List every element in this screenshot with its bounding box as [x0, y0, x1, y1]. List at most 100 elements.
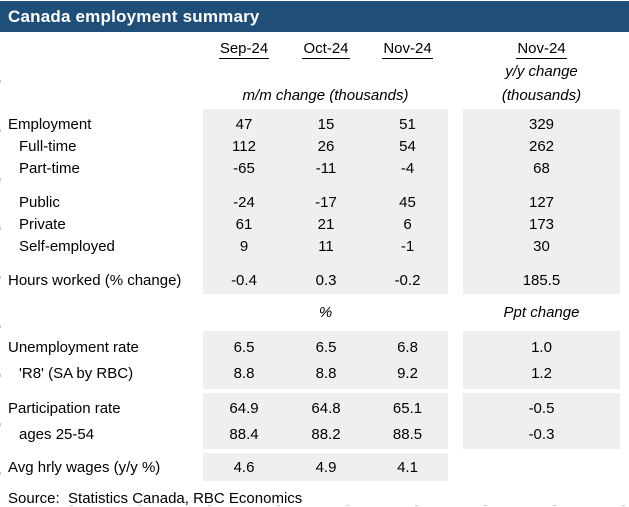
shaded-band-yoy [463, 393, 620, 449]
row-label: Public [19, 193, 60, 211]
table-row-part-time: Part-time -65 -11 -4 68 [0, 157, 629, 179]
cell-value: 262 [528, 137, 555, 155]
section-unemployment: Unemployment rate 6.5 6.5 6.8 1.0 'R8' (… [0, 331, 629, 389]
col-header-nov-24: Nov-24 [382, 40, 433, 59]
cell-value: 88.2 [311, 425, 341, 443]
table-row-employment: Employment 47 15 51 329 [0, 113, 629, 135]
cell-value: -4 [400, 159, 415, 177]
table-row-private: Private 61 21 6 173 [0, 213, 629, 235]
section-participation: Participation rate 64.9 64.8 65.1 -0.5 a… [0, 393, 629, 449]
cell-value: 54 [399, 137, 416, 155]
mm-units-header: m/m change (thousands) [242, 87, 409, 104]
cell-value: 8.8 [315, 364, 337, 382]
cell-value: 127 [528, 193, 555, 211]
cell-value: 185.5 [522, 271, 561, 289]
empty-header-cell [0, 49, 203, 50]
row-label: Unemployment rate [8, 338, 139, 356]
cell-value: -65 [233, 159, 255, 177]
ppt-change-units-header: Ppt change [503, 304, 580, 321]
shaded-band-mm [203, 393, 448, 449]
row-label: 'R8' (SA by RBC) [19, 364, 134, 382]
cell-value: 65.1 [392, 399, 423, 417]
table-row-avg-hourly-wages: Avg hrly wages (y/y %) 4.6 4.9 4.1 [0, 455, 629, 479]
table-row-hours-worked: Hours worked (% change) -0.4 0.3 -0.2 18… [0, 269, 629, 291]
cell-value: 1.2 [531, 364, 552, 382]
shaded-band-yoy [463, 109, 620, 294]
cell-value: 21 [317, 215, 335, 233]
shaded-band-yoy [463, 331, 620, 389]
cell-value: 15 [317, 115, 335, 133]
cell-value: 47 [235, 115, 253, 133]
cell-value: 64.9 [229, 399, 259, 417]
table-row-self-employed: Self-employed 9 11 -1 30 [0, 235, 629, 257]
table-row-participation-rate: Participation rate 64.9 64.8 65.1 -0.5 [0, 395, 629, 421]
cell-value: 4.1 [397, 458, 418, 476]
cell-value: 4.9 [315, 458, 337, 476]
col-header-nov-24-yoy: Nov-24 [516, 40, 567, 59]
cell-value: 11 [318, 237, 334, 255]
cell-value: -24 [233, 193, 255, 211]
table-title: Canada employment summary [8, 6, 260, 26]
cell-value: 1.0 [531, 338, 552, 356]
row-label: Full-time [19, 137, 77, 155]
table-row-unemployment-rate: Unemployment rate 6.5 6.5 6.8 1.0 [0, 334, 629, 360]
cell-value: -0.2 [394, 271, 421, 289]
cell-value: 68 [533, 159, 550, 177]
rates-units-header-row: % Ppt change [0, 294, 629, 331]
table-row-public: Public -24 -17 45 127 [0, 191, 629, 213]
cell-value: 88.5 [392, 425, 423, 443]
cell-value: 6.5 [315, 338, 337, 356]
yoy-change-subheader: y/y change [505, 62, 578, 80]
row-label: Avg hrly wages (y/y %) [8, 458, 161, 476]
section-employment-changes: Employment 47 15 51 329 Full-time 112 26… [0, 109, 629, 294]
cell-value: 30 [533, 237, 550, 255]
cell-value: -0.4 [231, 271, 257, 289]
cell-value: 64.8 [311, 399, 341, 417]
source-note: Source: Statistics Canada, RBC Economics [8, 490, 303, 507]
cell-value: 61 [235, 215, 253, 233]
row-label: Self-employed [19, 237, 115, 255]
yoy-units-header: (thousands) [501, 87, 582, 104]
cell-value: 6 [403, 215, 412, 233]
row-label: Private [19, 215, 66, 233]
column-headers-row: Sep-24 Oct-24 Nov-24 Nov-24 [0, 39, 629, 60]
row-label: ages 25-54 [19, 425, 95, 443]
percent-units-header: % [318, 304, 333, 321]
table-row-full-time: Full-time 112 26 54 262 [0, 135, 629, 157]
cell-value [463, 467, 620, 468]
shaded-band-mm [203, 331, 448, 389]
section-wages: Avg hrly wages (y/y %) 4.6 4.9 4.1 [0, 453, 629, 481]
col-header-sep-24: Sep-24 [218, 40, 270, 59]
row-label: Employment [8, 115, 92, 133]
table-title-bar: Canada employment summary [0, 1, 629, 32]
row-label: Hours worked (% change) [8, 271, 182, 289]
cell-value: 329 [528, 115, 555, 133]
cell-value: 88.4 [229, 425, 259, 443]
col-header-oct-24: Oct-24 [302, 40, 350, 59]
cell-value: -0.5 [528, 399, 555, 417]
table-row-r8-rate: 'R8' (SA by RBC) 8.8 8.8 9.2 1.2 [0, 360, 629, 386]
units-header-row: m/m change (thousands) (thousands) [0, 82, 629, 109]
cell-value: -11 [315, 159, 337, 177]
cell-value: 6.8 [397, 338, 418, 356]
cell-value: 9 [239, 237, 249, 255]
cell-value: 6.5 [233, 338, 255, 356]
cell-value: 9.2 [397, 364, 418, 382]
cell-value: 26 [317, 137, 335, 155]
cell-value: -1 [400, 237, 415, 255]
cell-value: -0.3 [528, 425, 555, 443]
cell-value: 112 [232, 137, 256, 155]
cell-value: 45 [399, 193, 416, 211]
cell-value: 4.6 [233, 458, 255, 476]
table-row-ages-25-54: ages 25-54 88.4 88.2 88.5 -0.3 [0, 421, 629, 447]
cell-value: 51 [399, 115, 416, 133]
cell-value: 0.3 [315, 271, 337, 289]
cell-value: -17 [315, 193, 337, 211]
shaded-band-mm [203, 453, 448, 481]
cell-value: 8.8 [233, 364, 255, 382]
row-label: Participation rate [8, 399, 121, 417]
cell-value: 173 [528, 215, 555, 233]
row-label: Part-time [19, 159, 80, 177]
yoy-subheader-row: y/y change [0, 60, 629, 82]
